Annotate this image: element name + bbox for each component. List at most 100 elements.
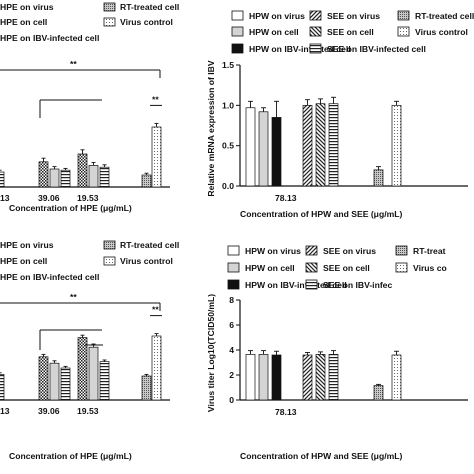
legend-label: HPW on cell	[245, 263, 295, 273]
legend-swatch	[231, 10, 244, 21]
legend-swatch	[227, 262, 240, 273]
bar	[38, 161, 49, 188]
bar	[391, 354, 402, 401]
legend-swatch	[309, 26, 322, 37]
bar	[49, 168, 60, 188]
legend-label: HPE on IBV-infected cell	[0, 33, 99, 43]
legend-swatch	[305, 245, 318, 256]
legend-label: RT-treated cell	[120, 2, 179, 12]
y-tick-label: 0.5	[222, 141, 234, 151]
y-tick-label: 1.0	[222, 100, 234, 110]
legend-swatch	[103, 256, 116, 266]
y-tick-label: 4	[229, 345, 234, 355]
legend-label: HPW on virus	[245, 246, 301, 256]
bar	[271, 117, 282, 187]
legend-swatch	[103, 240, 116, 250]
legend-swatch	[231, 26, 244, 37]
legend-swatch	[309, 43, 322, 54]
significance-mark: **	[70, 292, 77, 302]
bar	[151, 335, 162, 401]
bar	[88, 165, 99, 188]
x-tick-label: 78.13	[275, 407, 297, 417]
legend-label: SEE on cell	[323, 263, 370, 273]
y-tick-label: 0	[229, 395, 234, 405]
bar	[328, 354, 339, 401]
significance-mark: **	[70, 59, 77, 69]
y-tick-label: 2	[229, 370, 234, 380]
legend-swatch	[103, 17, 116, 27]
bar	[0, 171, 5, 188]
bar	[302, 104, 313, 187]
legend-label: HPE on IBV-infected cell	[0, 272, 99, 282]
legend-label: SEE on IBV-infec	[323, 280, 392, 290]
legend-swatch	[397, 26, 410, 37]
y-axis-label: Relative mRNA expression of IBV	[206, 60, 216, 197]
x-tick-label: 13	[0, 193, 10, 203]
legend-label: Virus control	[120, 17, 173, 27]
bar	[88, 346, 99, 401]
legend-label: SEE on virus	[323, 246, 376, 256]
legend-label: SEE on virus	[327, 11, 380, 21]
x-axis-label: Concentration of HPE (μg/mL)	[9, 203, 132, 213]
bar	[315, 354, 326, 401]
x-tick-label: 78.13	[275, 193, 297, 203]
legend-swatch	[231, 43, 244, 54]
bar	[258, 354, 269, 401]
legend-label: Virus co	[413, 263, 447, 273]
panel-top-right: HPW on virus SEE on virus RT-treated cell H…	[206, 10, 474, 219]
panel-bottom-left: HPE on virus RT-treated cell HPE on cell Vi…	[0, 240, 179, 461]
legend-label: RT-treated cell	[415, 11, 474, 21]
bar	[258, 111, 269, 187]
legend-swatch	[395, 245, 408, 256]
legend-label: SEE on cell	[327, 27, 374, 37]
legend-label: HPW on IBV-infected cell	[249, 44, 351, 54]
bar	[60, 367, 71, 401]
bar	[302, 354, 313, 401]
y-tick-label: 6	[229, 320, 234, 330]
bar	[315, 103, 326, 187]
bar	[373, 385, 384, 401]
x-tick-label: 13	[0, 406, 10, 416]
legend-label: HPW on cell	[249, 27, 299, 37]
legend-label: Virus control	[415, 27, 468, 37]
y-tick-label: 1.5	[222, 60, 234, 70]
x-tick-label: 39.06	[38, 406, 60, 416]
bar	[99, 166, 110, 188]
legend-label: HPE on cell	[0, 17, 47, 27]
legend-swatch	[305, 279, 318, 290]
bar	[141, 375, 152, 401]
legend-swatch	[227, 245, 240, 256]
bar	[77, 153, 88, 188]
legend-label: HPE on cell	[0, 256, 47, 266]
legend-swatch	[309, 10, 322, 21]
x-axis-label: Concentration of HPW and SEE (μg/mL)	[240, 209, 402, 219]
bar	[38, 356, 49, 401]
panel-top-left: HPE on virus RT-treated cell HPE on cell Vi…	[0, 2, 179, 213]
legend-label: HPW on IBV-infected cell	[245, 280, 347, 290]
legend-swatch	[397, 10, 410, 21]
bar	[373, 169, 384, 187]
legend-swatch	[227, 279, 240, 290]
legend-swatch	[103, 2, 116, 12]
bar	[245, 107, 256, 187]
bar	[77, 337, 88, 401]
bar	[141, 174, 152, 188]
bar	[245, 354, 256, 401]
bar	[0, 374, 5, 401]
significance-mark: **	[152, 94, 159, 104]
legend-label: RT-treated cell	[120, 240, 179, 250]
legend-label: RT-treat	[413, 246, 446, 256]
x-tick-label: 19.53	[77, 193, 99, 203]
bar	[60, 169, 71, 188]
x-axis-label: Concentration of HPW and SEE (μg/mL)	[240, 451, 402, 461]
bar	[328, 103, 339, 187]
legend-label: HPE on virus	[0, 2, 54, 12]
legend-swatch	[305, 262, 318, 273]
y-axis-label: Virus titer Log10(TCID50/mL)	[206, 294, 216, 412]
x-tick-label: 19.53	[77, 406, 99, 416]
x-tick-label: 39.06	[38, 193, 60, 203]
legend-label: HPW on virus	[249, 11, 305, 21]
legend-label: HPE on virus	[0, 240, 54, 250]
bar	[99, 361, 110, 401]
